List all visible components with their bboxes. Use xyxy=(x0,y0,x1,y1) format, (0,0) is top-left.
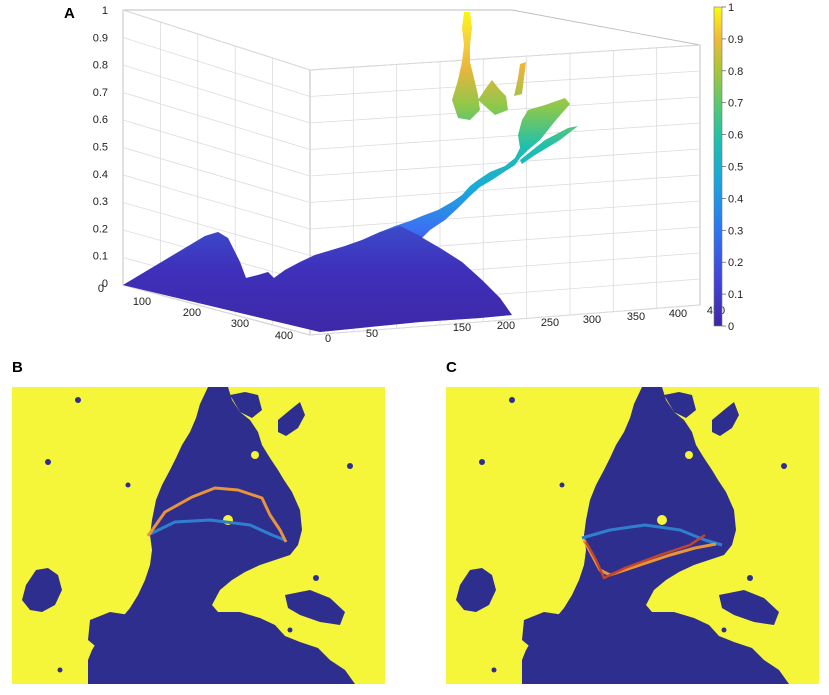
trajectory-red xyxy=(584,534,706,580)
z-tick-label: 0.2 xyxy=(93,223,108,235)
colorbar-tick-label: 0 xyxy=(728,321,734,333)
panel-b: B xyxy=(12,359,385,684)
surface xyxy=(123,12,578,332)
surface-islet xyxy=(520,126,578,164)
x-tick-label: 250 xyxy=(541,317,559,329)
x-tick-label: 50 xyxy=(366,328,378,340)
z-axis-ticks: 0 0.1 0.2 0.3 0.4 0.5 0.6 0.7 0.8 0.9 1 xyxy=(93,5,108,290)
z-grid-left xyxy=(122,174,311,230)
z-tick-label: 0.6 xyxy=(93,114,108,126)
z-tick-label: 0 xyxy=(102,278,108,290)
panel-letter-b: B xyxy=(12,359,23,376)
colorbar-ticks: 0 0.1 0.2 0.3 0.4 0.5 0.6 0.7 0.8 0.9 1 xyxy=(722,2,743,333)
z-tick-label: 0.7 xyxy=(93,87,108,99)
x-tick-label: 300 xyxy=(583,314,601,326)
z-tick-label: 0.3 xyxy=(93,196,108,208)
panel-letter-c: C xyxy=(446,359,457,376)
colorbar-tick-label: 1 xyxy=(728,2,734,14)
colorbar: 0 0.1 0.2 0.3 0.4 0.5 0.6 0.7 0.8 0.9 1 xyxy=(713,2,743,333)
colorbar-tick-label: 0.8 xyxy=(728,66,743,78)
z-tick-label: 0.9 xyxy=(93,32,108,44)
panel-letter-a: A xyxy=(64,5,75,22)
y-axis-ticks: 0 100 200 300 400 xyxy=(98,283,293,342)
surface-floor-shade xyxy=(123,226,512,332)
surface-branch xyxy=(478,80,508,115)
z-grid-left xyxy=(122,284,311,336)
z-grid-left xyxy=(122,147,311,203)
z-tick-label: 1 xyxy=(102,5,108,17)
panel-c: C xyxy=(446,359,819,684)
colorbar-tick-label: 0.1 xyxy=(728,289,743,301)
y-tick-label: 200 xyxy=(183,307,201,319)
surface-spit xyxy=(514,62,526,96)
z-grid-right xyxy=(309,304,701,336)
x-tick-label: 400 xyxy=(669,308,687,320)
z-grid-left xyxy=(122,64,311,124)
y-tick-label: 0 xyxy=(98,283,104,295)
y-tick-label: 400 xyxy=(275,330,293,342)
z-tick-label: 0.8 xyxy=(93,60,108,72)
z-grid-left xyxy=(122,9,311,71)
z-grid-right xyxy=(309,122,701,150)
x-tick-label: 350 xyxy=(627,311,645,323)
colorbar-tick-label: 0.4 xyxy=(728,193,743,205)
surface-river xyxy=(452,12,480,120)
z-tick-label: 0.5 xyxy=(93,142,108,154)
y-tick-label: 100 xyxy=(133,296,151,308)
colorbar-tick-label: 0.6 xyxy=(728,130,743,142)
z-grid-right xyxy=(309,70,701,97)
water-mask xyxy=(456,387,789,684)
z-grid-left xyxy=(122,202,311,256)
trajectory-blue xyxy=(581,523,723,547)
x-tick-label: 0 xyxy=(325,333,331,345)
z-grid-left xyxy=(122,119,311,177)
colorbar-tick-label: 0.7 xyxy=(728,98,743,110)
panel-a: A 0 0.1 0.2 0.3 0.4 0.5 0.6 0.7 0.8 xyxy=(64,2,743,345)
z-grid-right xyxy=(309,200,701,230)
trajectories-c xyxy=(581,523,723,580)
colorbar-tick-label: 0.3 xyxy=(728,225,743,237)
z-grid-left xyxy=(122,92,311,150)
z-tick-label: 0.1 xyxy=(93,251,108,263)
trajectory-blue xyxy=(147,518,286,542)
z-tick-label: 0.4 xyxy=(93,169,108,181)
z-grid-right xyxy=(309,174,701,203)
z-grid-right xyxy=(309,148,701,177)
colorbar-tick-label: 0.2 xyxy=(728,257,743,269)
colorbar-gradient xyxy=(713,6,723,327)
y-tick-label: 300 xyxy=(231,318,249,330)
colorbar-tick-label: 0.9 xyxy=(728,34,743,46)
trajectory-orange xyxy=(146,486,288,543)
x-tick-label: 150 xyxy=(453,322,471,334)
trajectories-b xyxy=(146,486,288,543)
water-mask xyxy=(22,387,355,684)
x-tick-label: 200 xyxy=(497,320,515,332)
z-grid-left xyxy=(122,37,311,97)
z-grid-right xyxy=(309,44,701,71)
colorbar-tick-label: 0.5 xyxy=(728,162,743,174)
